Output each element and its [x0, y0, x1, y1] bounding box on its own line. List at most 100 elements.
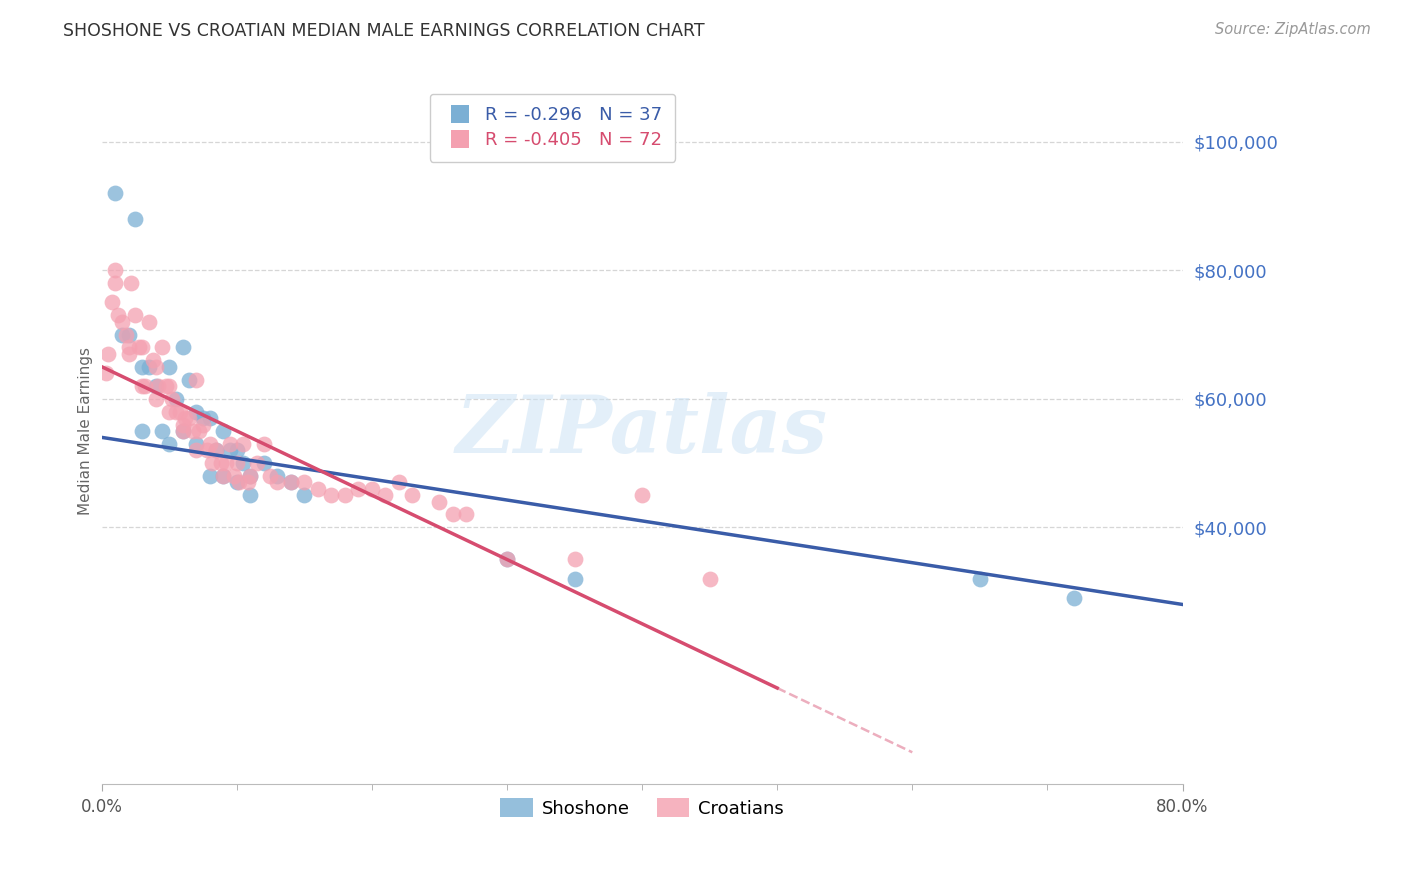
Point	[160, 392, 183, 406]
Point	[198, 469, 221, 483]
Point	[205, 443, 228, 458]
Point	[172, 424, 194, 438]
Point	[186, 404, 208, 418]
Point	[145, 359, 167, 374]
Point	[969, 572, 991, 586]
Point	[165, 404, 187, 418]
Point	[239, 469, 262, 483]
Point	[266, 475, 288, 490]
Point	[401, 488, 423, 502]
Point	[1063, 591, 1085, 605]
Point	[191, 411, 214, 425]
Point	[117, 340, 139, 354]
Point	[138, 359, 160, 374]
Point	[157, 379, 180, 393]
Point	[97, 347, 120, 361]
Point	[104, 186, 127, 201]
Point	[222, 469, 245, 483]
Point	[564, 552, 586, 566]
Point	[172, 417, 194, 432]
Point	[191, 417, 214, 432]
Point	[94, 366, 117, 380]
Point	[186, 443, 208, 458]
Point	[145, 379, 167, 393]
Point	[429, 494, 451, 508]
Text: Source: ZipAtlas.com: Source: ZipAtlas.com	[1215, 22, 1371, 37]
Point	[212, 424, 235, 438]
Point	[104, 263, 127, 277]
Point	[266, 469, 288, 483]
Point	[174, 411, 197, 425]
Point	[374, 488, 396, 502]
Legend: Shoshone, Croatians: Shoshone, Croatians	[494, 791, 792, 825]
Point	[225, 456, 247, 470]
Point	[292, 475, 315, 490]
Point	[152, 424, 174, 438]
Point	[131, 359, 153, 374]
Point	[152, 340, 174, 354]
Point	[124, 211, 146, 226]
Point	[186, 437, 208, 451]
Point	[253, 456, 276, 470]
Point	[292, 488, 315, 502]
Point	[280, 475, 302, 490]
Point	[360, 482, 382, 496]
Point	[198, 411, 221, 425]
Point	[117, 347, 139, 361]
Point	[236, 475, 259, 490]
Point	[253, 437, 276, 451]
Point	[232, 456, 254, 470]
Point	[219, 443, 242, 458]
Point	[280, 475, 302, 490]
Point	[215, 456, 238, 470]
Point	[115, 327, 138, 342]
Point	[142, 353, 165, 368]
Point	[172, 424, 194, 438]
Point	[232, 437, 254, 451]
Point	[111, 327, 134, 342]
Point	[131, 379, 153, 393]
Point	[195, 443, 218, 458]
Point	[187, 424, 209, 438]
Point	[179, 372, 201, 386]
Point	[225, 443, 247, 458]
Point	[205, 443, 228, 458]
Point	[138, 315, 160, 329]
Point	[107, 308, 129, 322]
Point	[172, 340, 194, 354]
Point	[134, 379, 156, 393]
Point	[333, 488, 356, 502]
Point	[239, 488, 262, 502]
Point	[104, 276, 127, 290]
Point	[198, 437, 221, 451]
Point	[388, 475, 411, 490]
Point	[120, 276, 142, 290]
Point	[219, 437, 242, 451]
Point	[179, 411, 201, 425]
Point	[699, 572, 721, 586]
Text: SHOSHONE VS CROATIAN MEDIAN MALE EARNINGS CORRELATION CHART: SHOSHONE VS CROATIAN MEDIAN MALE EARNING…	[63, 22, 704, 40]
Point	[128, 340, 150, 354]
Point	[631, 488, 654, 502]
Point	[111, 315, 134, 329]
Point	[564, 572, 586, 586]
Point	[496, 552, 519, 566]
Point	[183, 424, 205, 438]
Point	[157, 437, 180, 451]
Point	[212, 469, 235, 483]
Point	[157, 359, 180, 374]
Point	[124, 308, 146, 322]
Point	[259, 469, 281, 483]
Point	[239, 469, 262, 483]
Point	[228, 475, 250, 490]
Point	[157, 404, 180, 418]
Point	[101, 295, 124, 310]
Y-axis label: Median Male Earnings: Median Male Earnings	[79, 347, 93, 515]
Point	[209, 456, 232, 470]
Point	[145, 392, 167, 406]
Point	[321, 488, 343, 502]
Point	[347, 482, 370, 496]
Point	[131, 424, 153, 438]
Point	[456, 508, 478, 522]
Point	[186, 372, 208, 386]
